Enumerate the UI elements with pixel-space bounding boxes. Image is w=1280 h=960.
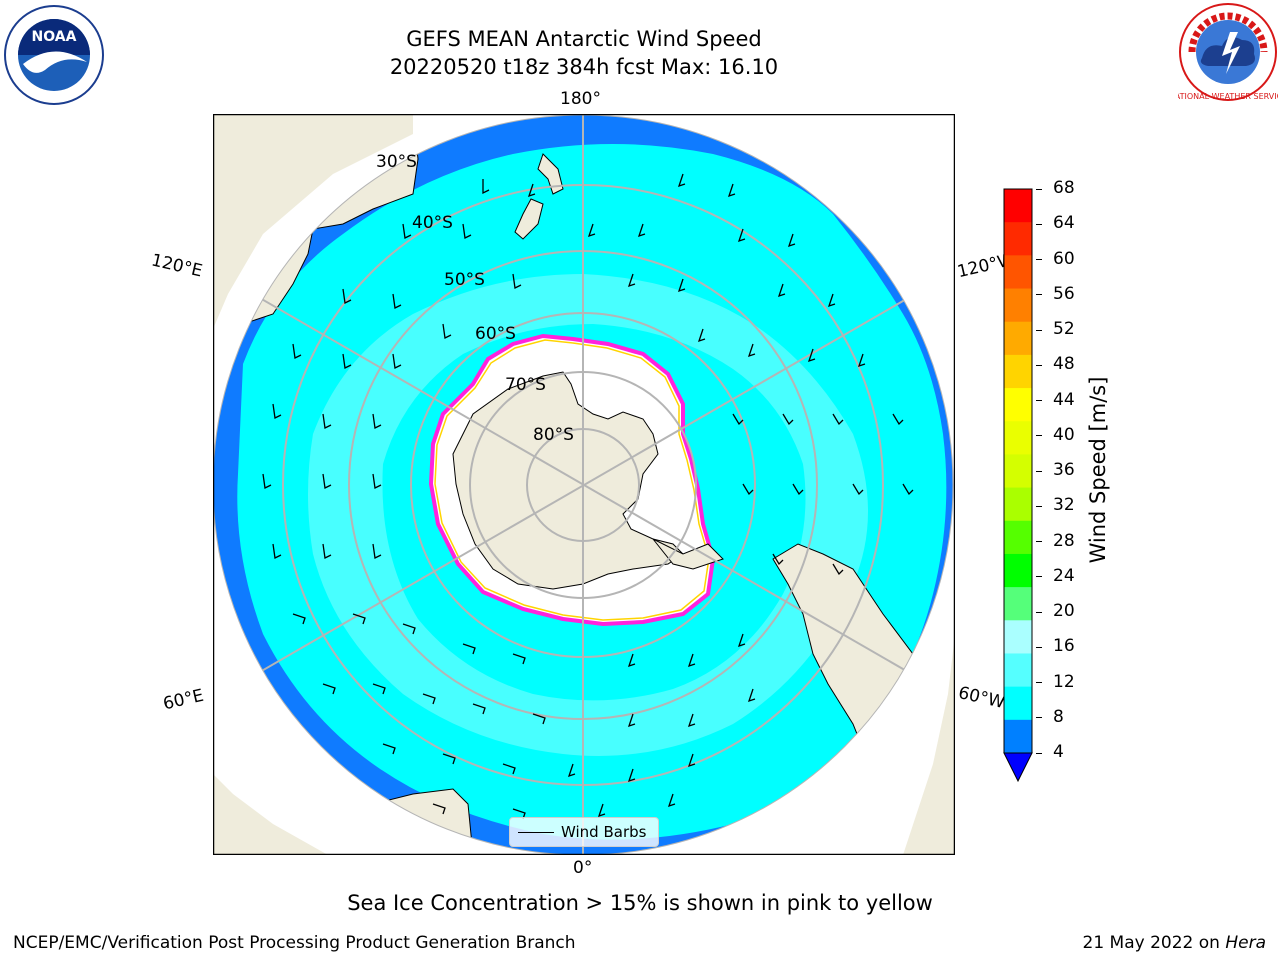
colorbar-tick-label: 52	[1053, 319, 1075, 339]
colorbar-tick-mark	[1036, 576, 1042, 578]
polar-map	[213, 114, 955, 855]
land-corner-bottom-left	[213, 774, 328, 855]
colorbar-tick-mark	[1036, 400, 1042, 401]
colorbar-tick-label: 28	[1053, 530, 1075, 551]
colorbar-tick-label: 20	[1053, 601, 1075, 621]
colorbar-tick-mark	[1036, 505, 1042, 507]
colorbar-extend-arrow	[1003, 752, 1033, 783]
colorbar-segment	[1004, 288, 1032, 323]
colorbar-tick-mark	[1036, 470, 1042, 472]
colorbar-tick-mark	[1036, 646, 1042, 648]
lat-label-50s: 50°S	[444, 270, 485, 290]
colorbar-tick-mark	[1036, 294, 1042, 296]
colorbar-label: Wind Speed [m/s]	[1086, 376, 1110, 564]
colorbar-segment	[1004, 255, 1032, 290]
colorbar-tick-mark	[1036, 682, 1042, 683]
footer-left-credit: NCEP/EMC/Verification Post Processing Pr…	[13, 933, 576, 953]
wind-barb-legend: Wind Barbs	[509, 817, 659, 847]
colorbar-tick-label: 24	[1053, 565, 1075, 586]
land-corner-bottom-right	[903, 634, 955, 855]
colorbar-tick-mark	[1036, 435, 1042, 437]
colorbar-tick-label: 32	[1053, 495, 1075, 516]
colorbar-tick-mark	[1036, 752, 1042, 754]
antarctic-peninsula	[652, 538, 724, 570]
colorbar-tick-mark	[1036, 188, 1042, 190]
lon-label-60e: 60°E	[161, 685, 206, 715]
colorbar-tick-label: 8	[1053, 706, 1064, 727]
lat-label-60s: 60°S	[475, 324, 516, 344]
colorbar-segment	[1004, 321, 1032, 356]
lat-label-30s: 30°S	[376, 152, 417, 172]
sea-ice-yellow-edge	[434, 339, 710, 621]
noaa-logo: NOAA	[4, 5, 104, 105]
colorbar-segment	[1004, 487, 1032, 522]
antarctica-land	[452, 371, 684, 590]
footer-date-text: 21 May 2022 on	[1082, 933, 1226, 953]
colorbar-tick-mark	[1036, 223, 1042, 225]
graticule	[213, 115, 953, 855]
nws-logo-text: NATIONAL WEATHER SERVICE	[1178, 92, 1278, 101]
colorbar-tick-label: 44	[1053, 389, 1075, 410]
colorbar-tick-label: 56	[1053, 283, 1075, 304]
colorbar-tick-label: 48	[1053, 354, 1075, 375]
nws-logo: NATIONAL WEATHER SERVICE	[1178, 3, 1278, 101]
colorbar-segment	[1004, 587, 1032, 621]
colorbar-segment	[1004, 354, 1032, 389]
colorbar-tick-label: 60	[1053, 248, 1075, 269]
noaa-logo-text: NOAA	[32, 29, 77, 45]
lat-label-80s: 80°S	[533, 425, 574, 445]
colorbar-segment	[1004, 520, 1032, 555]
lon-label-120e: 120°E	[149, 250, 205, 282]
colorbar-tick-label: 64	[1053, 213, 1075, 234]
colorbar-segment	[1004, 620, 1032, 654]
colorbar-segment	[1004, 553, 1032, 588]
colorbar-tick-mark	[1036, 717, 1042, 719]
lon-label-0: 0°	[573, 858, 593, 878]
colorbar-tick-mark	[1036, 541, 1042, 542]
colorbar-tick-label: 12	[1053, 671, 1075, 692]
footer-host: Hera	[1225, 933, 1266, 953]
map-title: GEFS MEAN Antarctic Wind Speed	[406, 27, 762, 51]
colorbar-tick-mark	[1036, 259, 1042, 260]
colorbar-segment	[1004, 421, 1032, 455]
map-frame	[213, 114, 955, 855]
colorbar-tick-mark	[1036, 364, 1042, 366]
colorbar-tick-label: 36	[1053, 460, 1075, 480]
new-zealand-land	[514, 153, 564, 240]
colorbar-segment	[1004, 222, 1032, 256]
colorbar-segment	[1004, 653, 1032, 688]
colorbar-frame	[1003, 188, 1033, 754]
sea-ice-note: Sea Ice Concentration > 15% is shown in …	[347, 891, 933, 915]
land-corner-top-left	[213, 114, 413, 329]
colorbar	[1003, 188, 1033, 783]
colorbar-segment	[1004, 454, 1032, 489]
footer-right-date: 21 May 2022 on Hera	[1083, 933, 1267, 953]
wind-barbs	[262, 173, 914, 820]
lon-label-180: 180°	[560, 89, 601, 109]
colorbar-tick-label: 40	[1053, 424, 1075, 445]
colorbar-tick-label: 68	[1053, 178, 1075, 198]
colorbar-segment	[1004, 686, 1032, 721]
map-subtitle: 20220520 t18z 384h fcst Max: 16.10	[389, 55, 779, 79]
colorbar-tick-mark	[1036, 611, 1042, 613]
legend-line-swatch	[518, 832, 554, 833]
colorbar-tick-label: 4	[1053, 742, 1064, 762]
colorbar-segment	[1004, 189, 1032, 223]
legend-label: Wind Barbs	[561, 823, 647, 841]
colorbar-tick-label: 16	[1053, 636, 1075, 657]
colorbar-tick-mark	[1036, 329, 1042, 331]
colorbar-segment	[1004, 719, 1032, 754]
colorbar-segment	[1004, 388, 1032, 422]
lat-label-40s: 40°S	[412, 213, 453, 233]
lat-label-70s: 70°S	[505, 375, 546, 395]
